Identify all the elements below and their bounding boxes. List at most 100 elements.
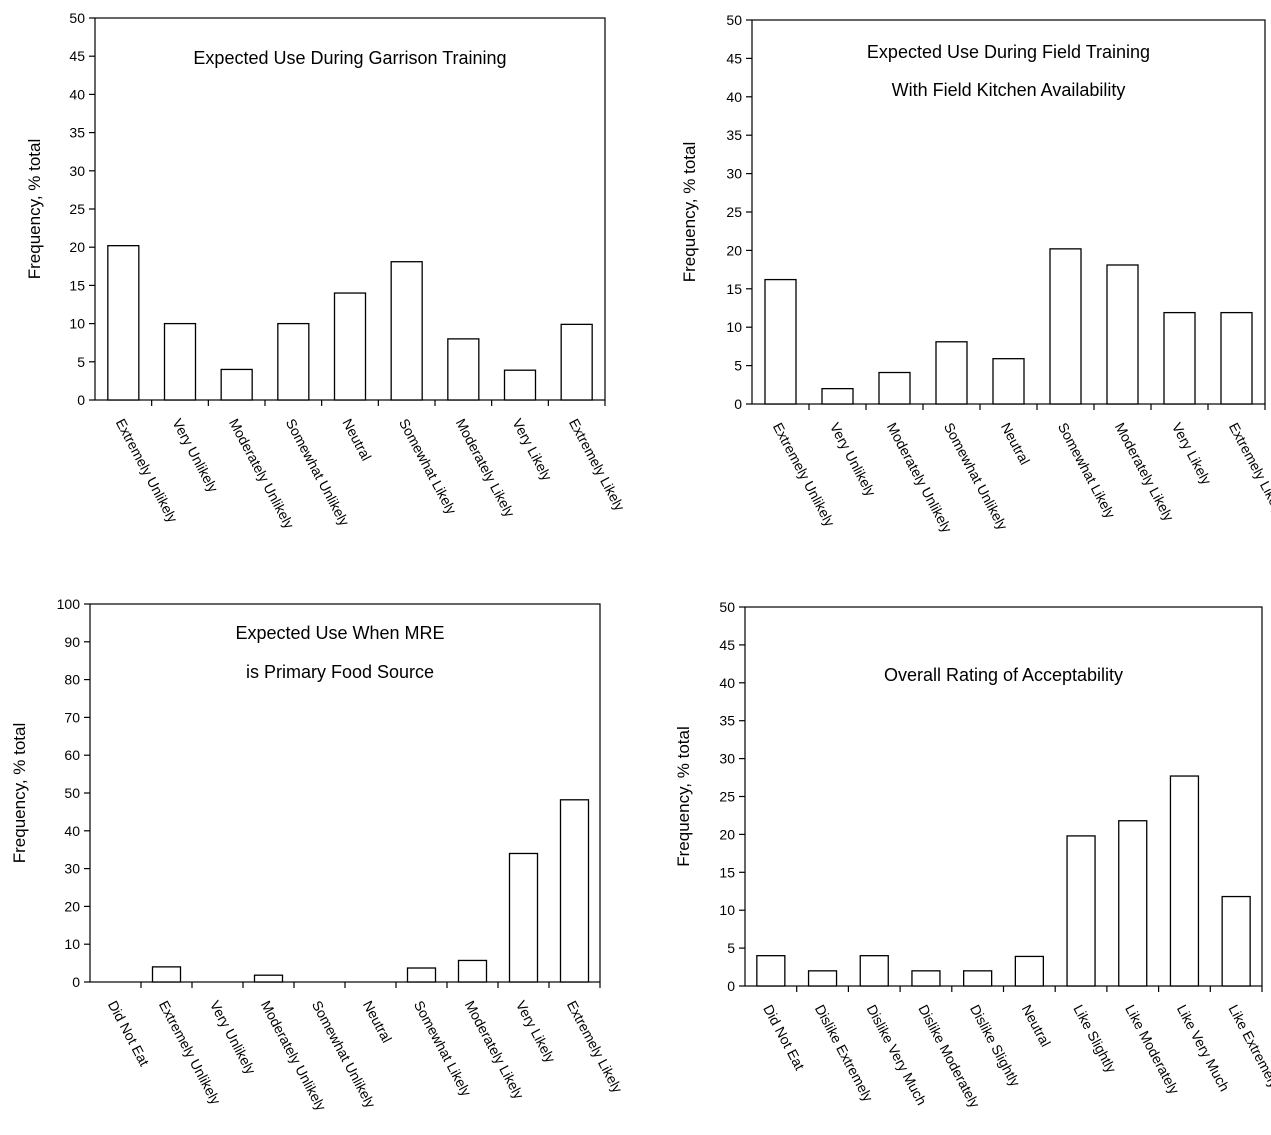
y-tick-label: 15 — [726, 281, 742, 297]
bar-somewhat-likely — [406, 967, 437, 983]
y-tick-label: 40 — [64, 823, 80, 839]
bar-somewhat-likely — [390, 261, 423, 401]
x-category-label: Very Unlikely — [169, 416, 221, 495]
y-tick-label: 10 — [719, 902, 735, 918]
chart-title: With Field Kitchen Availability — [892, 80, 1126, 100]
bar-did-not-eat — [756, 955, 786, 987]
y-tick-label: 5 — [734, 358, 742, 374]
y-tick-label: 0 — [72, 974, 80, 990]
x-category-label: Dislike Slightly — [967, 1002, 1023, 1089]
bar-somewhat-unlikely — [277, 322, 310, 401]
chart-overall-acceptability: 0 5 10 15 20 25 30 35 40 45 50 Frequency, % total Ov… — [674, 599, 1271, 1110]
chart-title: Overall Rating of Acceptability — [884, 665, 1123, 685]
chart-title: Expected Use During Garrison Training — [193, 48, 506, 68]
x-category-label: Very Unlikely — [207, 998, 259, 1077]
y-axis-title: Frequency, % total — [674, 726, 693, 866]
bar-like-very-much — [1169, 775, 1200, 987]
x-category-label: Very Likely — [513, 998, 559, 1065]
x-category-label: Very Unlikely — [827, 420, 879, 499]
y-tick-label: 50 — [719, 599, 735, 615]
y-tick-label: 35 — [726, 127, 742, 143]
y-tick-label: 25 — [69, 201, 85, 217]
y-tick-label: 25 — [719, 789, 735, 805]
bar-extremely-likely — [560, 323, 593, 401]
x-category-label: Somewhat Unlikely — [283, 416, 353, 529]
y-tick-label: 20 — [64, 898, 80, 914]
bar-very-unlikely — [821, 387, 854, 405]
y-tick-label: 45 — [69, 48, 85, 64]
y-axis-title: Frequency, % total — [10, 723, 29, 863]
x-category-label: Somewhat Likely — [411, 998, 475, 1099]
bar-moderately-likely — [1106, 264, 1139, 405]
x-category-label: Neutral — [1019, 1002, 1054, 1049]
bar-neutral — [333, 292, 367, 401]
bar-moderately-unlikely — [220, 368, 253, 401]
bar-somewhat-unlikely — [935, 341, 968, 405]
chart-field-training: 0 5 10 15 20 25 30 35 40 45 50 Frequency, % total Ex… — [680, 12, 1271, 535]
y-tick-label: 50 — [726, 12, 742, 28]
y-tick-label: 10 — [64, 936, 80, 952]
bar-extremely-likely — [559, 799, 590, 983]
y-tick-label: 40 — [69, 86, 85, 102]
bar-somewhat-likely — [1049, 248, 1082, 405]
bar-extremely-unlikely — [764, 278, 797, 405]
y-tick-label: 30 — [64, 861, 80, 877]
y-tick-label: 5 — [77, 354, 85, 370]
bar-like-extremely — [1221, 895, 1251, 987]
y-tick-label: 35 — [719, 713, 735, 729]
bar-like-slightly — [1066, 835, 1096, 987]
y-tick-label: 0 — [734, 396, 742, 412]
x-category-label: Moderately Unlikely — [226, 416, 297, 531]
y-axis-title: Frequency, % total — [680, 142, 699, 282]
x-category-label: Like Moderately — [1122, 1002, 1183, 1097]
y-tick-label: 30 — [69, 163, 85, 179]
y-tick-label: 70 — [64, 709, 80, 725]
x-category-label: Moderately Likely — [453, 416, 518, 520]
bar-dislike-slightly — [963, 970, 993, 987]
x-category-label: Like Extremely — [1226, 1002, 1271, 1091]
y-tick-label: 15 — [719, 864, 735, 880]
bar-dislike-extremely — [807, 970, 838, 987]
bar-extremely-unlikely — [151, 966, 182, 983]
x-category-label: Extremely Likely — [1226, 420, 1271, 518]
y-tick-label: 10 — [69, 316, 85, 332]
x-category-label: Extremely Likely — [564, 998, 626, 1096]
x-category-label: Did Not Eat — [105, 998, 153, 1069]
x-category-label: Very Likely — [1169, 420, 1215, 487]
x-category-label: Moderately Likely — [1112, 420, 1177, 524]
y-tick-label: 20 — [719, 826, 735, 842]
x-category-label: Somewhat Unlikely — [941, 420, 1011, 533]
x-category-label: Neutral — [360, 998, 395, 1045]
x-category-label: Somewhat Likely — [396, 416, 460, 517]
x-category-label: Did Not Eat — [760, 1002, 808, 1073]
bar-moderately-unlikely — [878, 371, 911, 405]
y-tick-label: 35 — [69, 125, 85, 141]
y-tick-label: 50 — [69, 10, 85, 26]
x-category-label: Moderately Unlikely — [884, 420, 955, 535]
bar-dislike-moderately — [911, 970, 941, 987]
y-tick-label: 30 — [726, 166, 742, 182]
y-tick-label: 0 — [727, 978, 735, 994]
x-category-label: Somewhat Likely — [1055, 420, 1119, 521]
y-tick-label: 100 — [57, 596, 81, 612]
y-tick-label: 20 — [69, 239, 85, 255]
bar-extremely-likely — [1220, 311, 1253, 405]
y-tick-label: 15 — [69, 277, 85, 293]
bar-extremely-unlikely — [107, 245, 140, 401]
y-tick-label: 30 — [719, 751, 735, 767]
y-tick-label: 60 — [64, 747, 80, 763]
bar-moderately-likely — [457, 959, 488, 983]
x-category-label: Neutral — [339, 416, 374, 463]
x-category-label: Dislike Extremely — [812, 1002, 877, 1104]
chart-title: Expected Use When MRE — [235, 623, 444, 643]
chart-primary-food-source: 0 10 20 30 40 50 60 70 80 90 100 Frequency, % total… — [10, 596, 626, 1113]
y-tick-label: 90 — [64, 634, 80, 650]
bar-moderately-unlikely — [253, 974, 284, 983]
y-tick-label: 20 — [726, 242, 742, 258]
x-category-label: Very Likely — [509, 416, 555, 483]
x-category-label: Like Slightly — [1070, 1002, 1119, 1075]
y-axis-title: Frequency, % total — [25, 139, 44, 279]
y-tick-label: 50 — [64, 785, 80, 801]
bar-neutral — [1014, 955, 1044, 987]
